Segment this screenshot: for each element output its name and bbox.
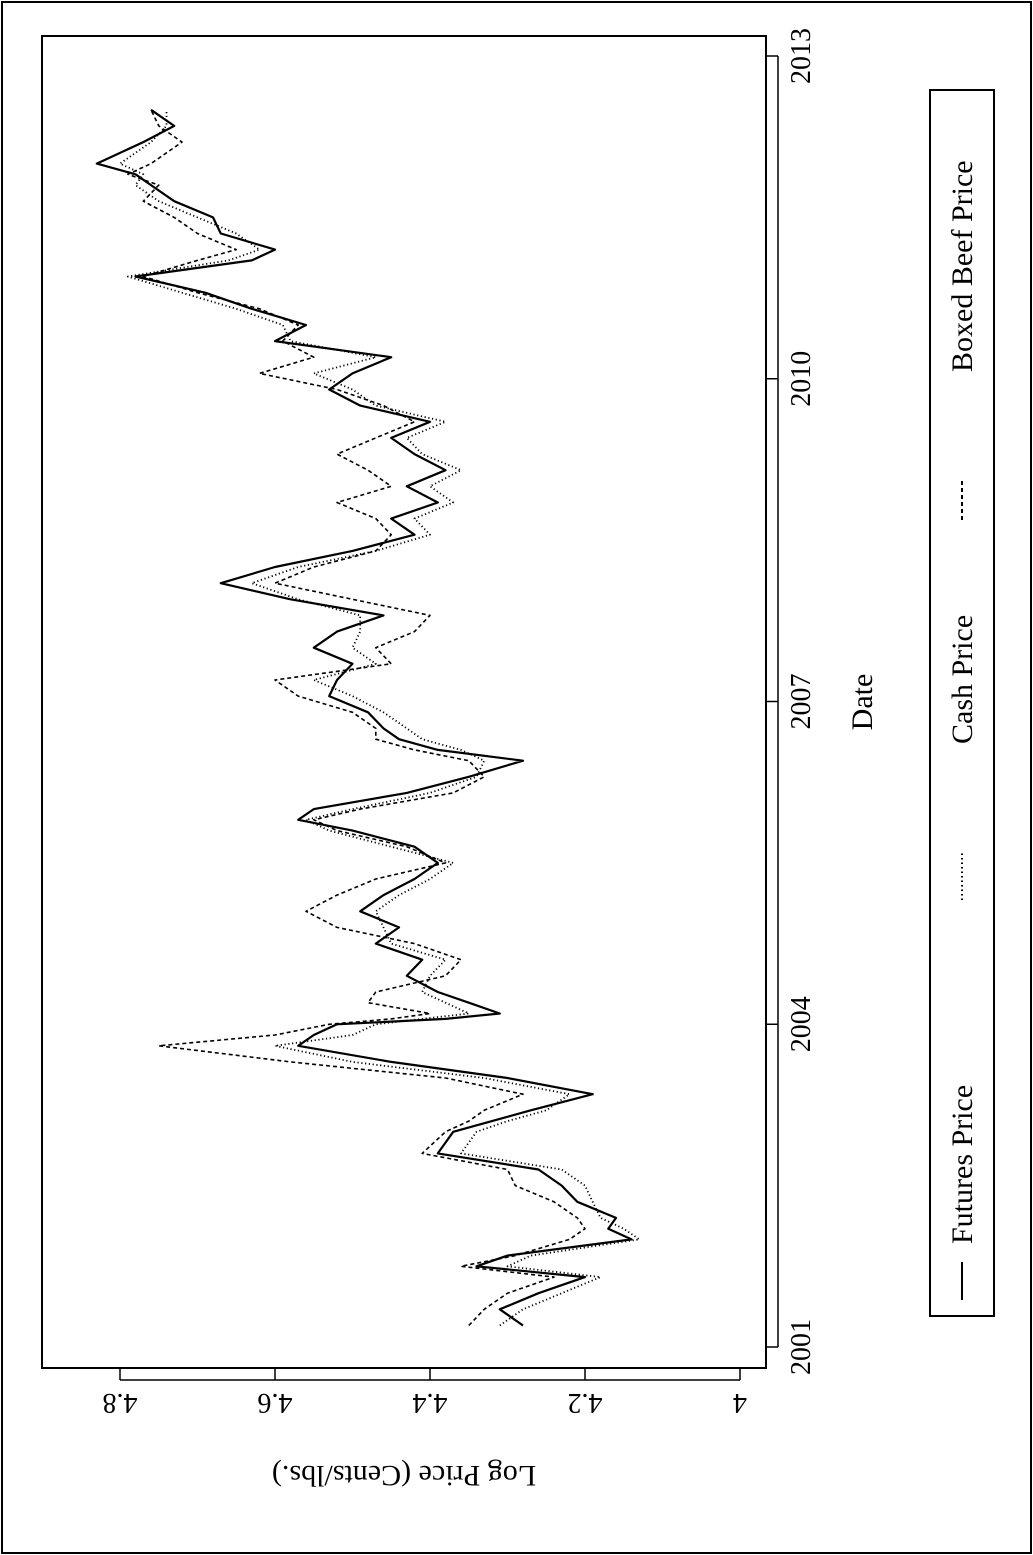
legend-label-cash: Cash Price (946, 615, 979, 744)
x-tick-label: 2007 (786, 674, 817, 730)
y-tick-label: 4.4 (413, 1387, 448, 1418)
series-line-futures-price (95, 108, 633, 1327)
x-tick-label: 2001 (786, 1319, 817, 1375)
series-line-boxed-beef-price (127, 109, 586, 1327)
x-axis-label: Date (846, 674, 879, 731)
legend-box (929, 89, 995, 1317)
legend-label-futures: Futures Price (946, 1085, 979, 1244)
y-axis: 4 4.2 4.4 4.6 4.8 (103, 1368, 747, 1418)
x-tick-label: 2013 (786, 28, 817, 84)
x-tick-label: 2004 (786, 996, 817, 1052)
x-axis: 2001 2004 2007 2010 2013 (766, 28, 817, 1375)
series-line-cash-price (119, 109, 641, 1327)
y-axis-label: Log Price (Cents/lbs.) (272, 1459, 536, 1492)
legend-label-boxed-beef: Boxed Beef Price (946, 160, 979, 372)
legend: Futures Price Cash Price Boxed Beef Pric… (929, 89, 995, 1317)
x-tick-label: 2010 (786, 351, 817, 407)
y-tick-label: 4.6 (258, 1387, 293, 1418)
series-layer (95, 108, 641, 1327)
y-tick-label: 4.8 (103, 1387, 138, 1418)
y-tick-label: 4.2 (568, 1387, 603, 1418)
y-tick-label: 4 (733, 1387, 747, 1418)
